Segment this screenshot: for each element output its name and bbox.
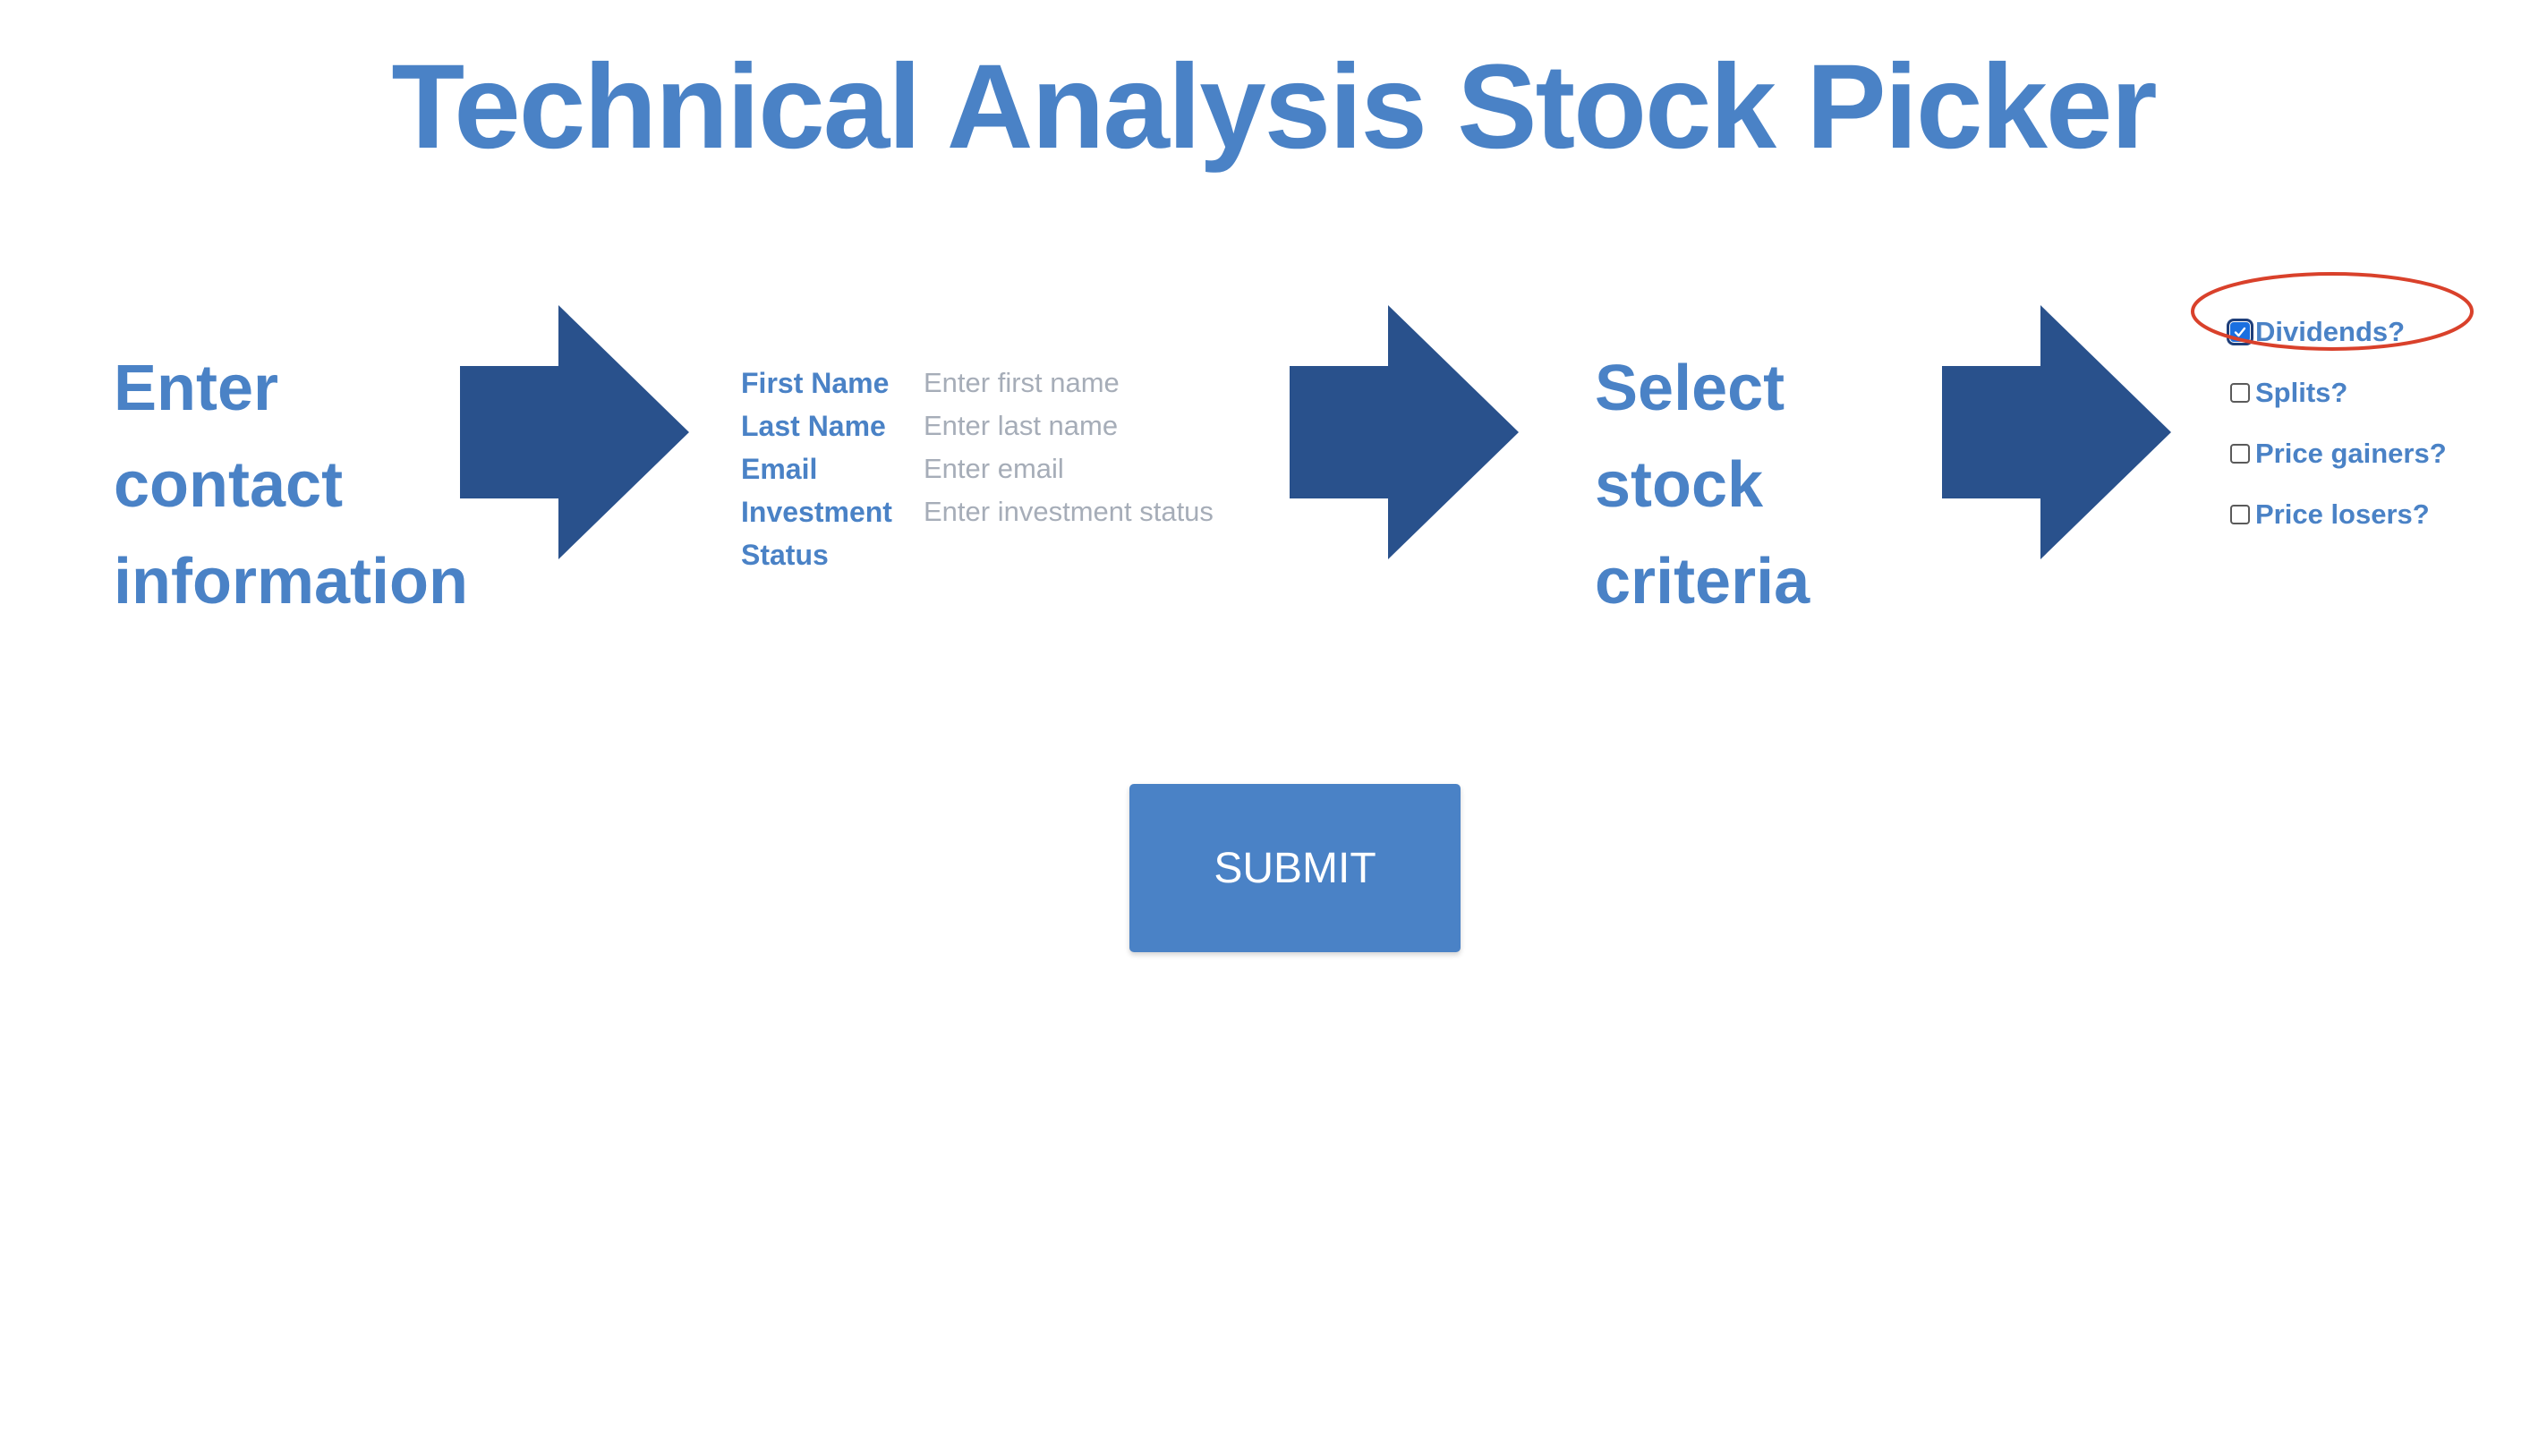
last-name-row: Last Name	[741, 404, 1291, 447]
step-criteria-line-3: criteria	[1595, 546, 1810, 617]
email-row: Email	[741, 447, 1291, 490]
criteria-option-price-losers[interactable]: Price losers?	[2230, 484, 2447, 545]
right-arrow-icon	[460, 305, 689, 559]
stock-criteria-checklist: Dividends? Splits? Price gainers? Price …	[2227, 302, 2447, 545]
right-arrow-icon	[1942, 305, 2171, 559]
investment-status-label-cont-row: Status	[741, 533, 1291, 576]
first-name-row: First Name	[741, 362, 1291, 404]
price-gainers-checkbox[interactable]	[2230, 444, 2250, 464]
splits-checkbox[interactable]	[2230, 383, 2250, 403]
investment-status-input[interactable]	[924, 490, 1291, 533]
dividends-label[interactable]: Dividends?	[2255, 316, 2406, 347]
last-name-label: Last Name	[741, 410, 886, 442]
first-name-label: First Name	[741, 367, 890, 399]
step-contact-line-3: information	[114, 546, 468, 617]
submit-button[interactable]: SUBMIT	[1129, 784, 1461, 952]
criteria-option-splits[interactable]: Splits?	[2230, 362, 2447, 423]
price-losers-label[interactable]: Price losers?	[2255, 498, 2430, 530]
step-contact-line-2: contact	[114, 449, 344, 521]
last-name-input[interactable]	[924, 404, 1291, 447]
investment-status-row: Investment	[741, 490, 1291, 533]
first-name-input[interactable]	[924, 362, 1291, 404]
checkmark-icon	[2234, 327, 2246, 337]
price-losers-checkbox[interactable]	[2230, 505, 2250, 524]
step-criteria-line-2: stock	[1595, 449, 1764, 521]
right-arrow-icon	[1290, 305, 1519, 559]
email-input[interactable]	[924, 447, 1291, 490]
page-title: Technical Analysis Stock Picker	[391, 40, 2157, 174]
criteria-option-price-gainers[interactable]: Price gainers?	[2230, 423, 2447, 484]
email-label: Email	[741, 453, 818, 485]
contact-form: First Name Last Name Email Investment St…	[741, 362, 1291, 576]
criteria-option-dividends[interactable]: Dividends?	[2227, 302, 2447, 362]
investment-status-label-line-2: Status	[741, 539, 829, 571]
price-gainers-label[interactable]: Price gainers?	[2255, 438, 2447, 469]
step-select-criteria: Select stock criteria	[1595, 340, 1810, 630]
splits-label[interactable]: Splits?	[2255, 377, 2348, 408]
dividends-checkbox[interactable]	[2227, 319, 2253, 345]
step-contact-line-1: Enter	[114, 353, 279, 424]
step-enter-contact: Enter contact information	[114, 340, 468, 630]
investment-status-label: Investment	[741, 496, 892, 528]
step-criteria-line-1: Select	[1595, 353, 1785, 424]
